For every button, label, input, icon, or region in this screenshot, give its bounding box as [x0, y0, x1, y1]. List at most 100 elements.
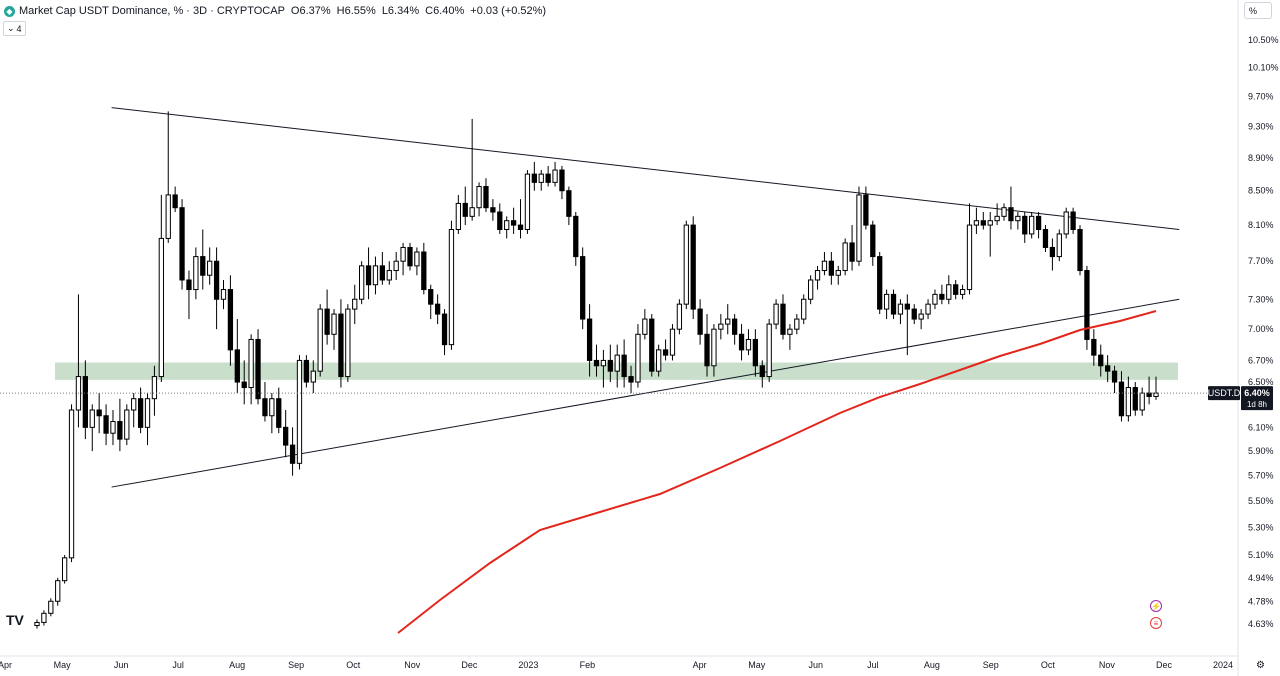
candle-body [877, 256, 883, 310]
candle [455, 194, 461, 234]
candle [704, 314, 710, 377]
candle-body [165, 194, 171, 239]
candle [621, 339, 627, 388]
candle [566, 186, 572, 226]
candle-body [131, 398, 137, 411]
settings-icon[interactable]: ⚙ [1256, 660, 1265, 671]
candle-body [34, 621, 40, 627]
candle-body [255, 338, 261, 400]
chevron-down-icon: ⌄ [7, 23, 15, 33]
x-tick-label: 2023 [518, 660, 538, 670]
candle [186, 270, 192, 320]
candle-body [276, 398, 282, 428]
candle [842, 238, 848, 276]
y-tick-label: 5.50% [1248, 496, 1274, 506]
bar-countdown: 1d 8h [1247, 400, 1267, 409]
candle [234, 319, 240, 394]
candle-body [766, 323, 772, 378]
candle-body [372, 265, 379, 286]
candle [656, 344, 662, 377]
candle-body [1084, 270, 1090, 340]
candle [317, 304, 323, 377]
candle-body [1029, 215, 1035, 235]
candle-body [794, 318, 800, 330]
y-tick-label: 5.70% [1248, 471, 1274, 481]
candle [144, 393, 151, 446]
indicator-count: 4 [16, 23, 22, 34]
candle-body [483, 186, 489, 209]
candle [96, 393, 102, 434]
candle-body [759, 365, 765, 378]
candle [1084, 265, 1090, 350]
candle-body [462, 202, 468, 217]
candle [510, 207, 517, 234]
candle-body [649, 318, 655, 372]
change-value: +0.03 (+0.52%) [470, 5, 547, 17]
candle [559, 165, 565, 200]
candle [628, 365, 634, 394]
candle-body [656, 349, 662, 372]
flag-icon[interactable]: ≡ [1150, 617, 1162, 629]
candle-body [828, 260, 834, 276]
candle [897, 299, 904, 325]
candle [55, 577, 61, 606]
candle [531, 161, 537, 191]
candle [732, 314, 738, 345]
candle [255, 329, 261, 405]
candle-body [1063, 211, 1069, 235]
x-tick-label: Sep [288, 660, 304, 670]
y-tick-label: 7.70% [1248, 256, 1274, 266]
x-tick-label: Dec [461, 660, 478, 670]
candle-body [773, 303, 779, 325]
y-tick-label: 9.30% [1248, 122, 1274, 132]
candle [683, 220, 689, 310]
candle-body [1015, 215, 1021, 222]
candle-body [1022, 215, 1028, 235]
candle-body [296, 359, 303, 464]
candle-body [400, 246, 406, 262]
candle-body [1056, 233, 1062, 258]
candle [1049, 238, 1056, 271]
lightning-icon[interactable]: ⚡ [1150, 600, 1162, 612]
y-tick-label: 6.70% [1248, 355, 1274, 365]
candle-body [1153, 392, 1159, 397]
candle [400, 242, 406, 276]
candle-body [621, 354, 627, 378]
candle [262, 382, 268, 422]
unit-select-button[interactable]: % [1244, 2, 1272, 19]
candle-body [331, 313, 337, 335]
candle [448, 220, 455, 350]
candle-body [842, 242, 848, 272]
tradingview-logo-icon[interactable]: TV [6, 612, 24, 628]
upper-trendline [111, 107, 1180, 231]
candle [642, 309, 648, 340]
candle-body [517, 224, 524, 231]
candle-body [953, 284, 959, 295]
candle [690, 216, 696, 320]
candle [248, 334, 254, 405]
candle [863, 186, 869, 230]
candle [1132, 382, 1138, 416]
candle-body [1125, 387, 1132, 417]
candle-body [193, 256, 199, 291]
candle-body [704, 333, 710, 367]
candle-body [428, 289, 434, 305]
candle-body [455, 202, 461, 231]
candle [904, 294, 910, 356]
x-tick-label: Aug [924, 660, 940, 670]
candle [172, 186, 178, 213]
candle [925, 299, 931, 320]
chart-header: ◆ Market Cap USDT Dominance, % · 3D · CR… [4, 2, 546, 20]
candle-body [1042, 229, 1049, 248]
candle-body [448, 229, 455, 346]
candle-body [752, 338, 759, 367]
indicators-toggle-button[interactable]: ⌄ 4 [3, 21, 26, 36]
candle-body [531, 173, 537, 183]
symbol-title[interactable]: Market Cap USDT Dominance, % · 3D · CRYP… [19, 5, 285, 17]
x-tick-label: May [748, 660, 766, 670]
candle-body [386, 270, 392, 281]
candle [635, 324, 641, 388]
candle [1111, 365, 1118, 394]
candle [1146, 376, 1152, 405]
